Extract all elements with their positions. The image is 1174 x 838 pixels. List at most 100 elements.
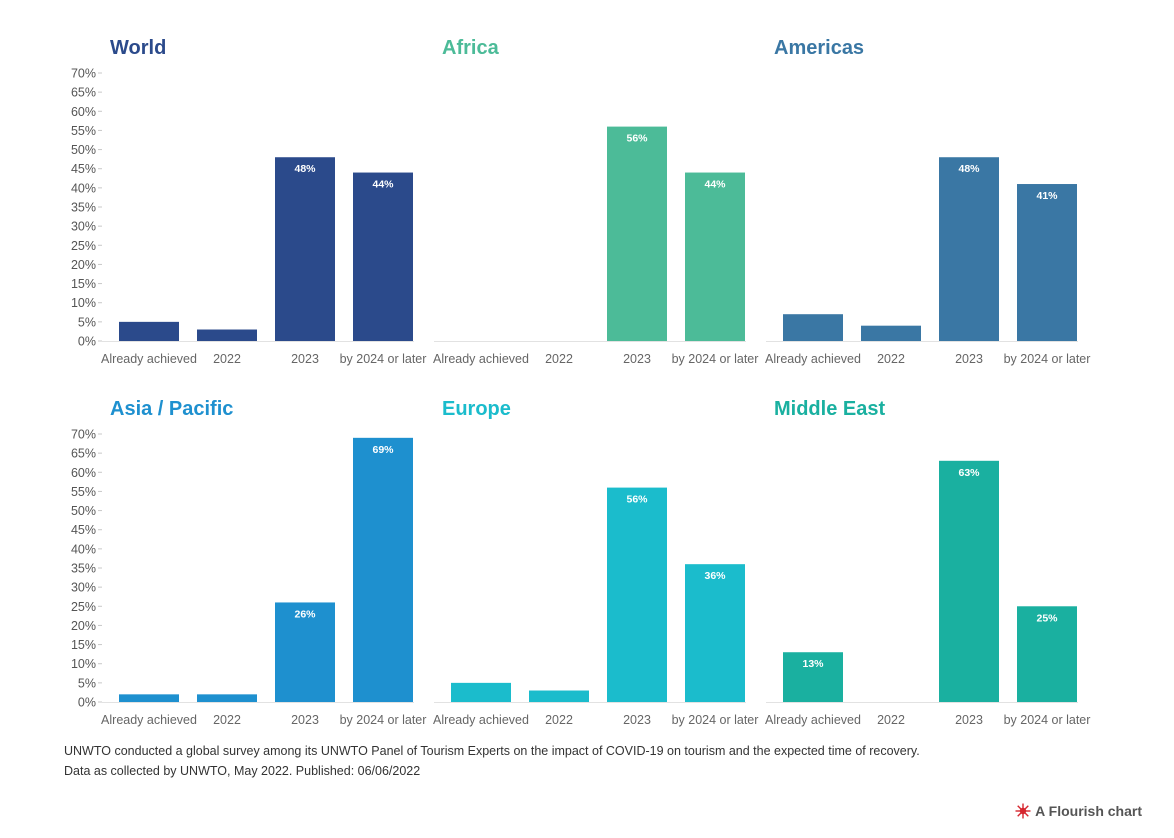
chart-panel-africa: Africa Already achieved 2022 56% 2023 44% by 2… [433, 37, 758, 366]
y-tick-label: 30% [71, 581, 96, 595]
y-tick-label: 5% [78, 676, 96, 690]
bar-2023 [607, 487, 667, 702]
chart-title: Asia / Pacific [110, 398, 233, 420]
chart-title: Middle East [774, 398, 885, 420]
x-tick-label: 2022 [545, 713, 573, 727]
y-tick-label: 20% [71, 258, 96, 272]
y-tick-label: 55% [71, 485, 96, 499]
y-tick-label: 45% [71, 162, 96, 176]
bar-2023 [607, 126, 667, 341]
data-label: 56% [626, 133, 648, 145]
flourish-credit-label: A Flourish chart [1035, 803, 1142, 819]
bar-by-2024-or-later [1017, 606, 1077, 702]
bar-by-2024-or-later [353, 437, 413, 702]
chart-title: Africa [442, 37, 500, 59]
x-tick-label: 2022 [545, 352, 573, 366]
chart-title: World [110, 37, 166, 59]
x-tick-label: Already achieved [433, 713, 529, 727]
data-label: 44% [372, 179, 394, 191]
y-tick-label: 10% [71, 296, 96, 310]
data-label: 69% [372, 444, 394, 456]
data-label: 41% [1036, 190, 1058, 202]
x-tick-label: by 2024 or later [672, 352, 759, 366]
x-tick-label: by 2024 or later [1004, 352, 1091, 366]
x-tick-label: 2023 [955, 352, 983, 366]
y-tick-label: 25% [71, 600, 96, 614]
bar-2022 [529, 690, 589, 702]
bar-2023 [275, 157, 335, 341]
y-tick-label: 35% [71, 562, 96, 576]
x-tick-label: by 2024 or later [1004, 713, 1091, 727]
x-tick-label: 2023 [955, 713, 983, 727]
y-tick-label: 15% [71, 638, 96, 652]
y-tick-label: 60% [71, 466, 96, 480]
y-tick-label: 20% [71, 619, 96, 633]
bar-2023 [275, 602, 335, 702]
data-label: 48% [958, 163, 980, 175]
y-tick-label: 25% [71, 239, 96, 253]
y-tick-label: 70% [71, 428, 96, 442]
small-multiples-chart: World 0% 5% 10% 15% 20% 25% 30% 35% 40% 45% 50% 55% 6… [71, 37, 1090, 727]
chart-title: Europe [442, 398, 511, 420]
data-label: 44% [704, 179, 726, 191]
y-tick-label: 30% [71, 220, 96, 234]
x-tick-label: Already achieved [101, 352, 197, 366]
y-tick-label: 10% [71, 657, 96, 671]
y-tick-label: 0% [78, 335, 96, 349]
y-tick-label: 0% [78, 696, 96, 710]
y-tick-label: 65% [71, 86, 96, 100]
bar-already-achieved [783, 652, 843, 702]
data-label: 56% [626, 494, 648, 506]
y-tick-label: 15% [71, 277, 96, 291]
bar-already-achieved [451, 682, 511, 702]
flourish-credit-link[interactable]: A Flourish chart [1015, 803, 1142, 819]
chart-panel-europe: Europe Already achieved 2022 56% 2023 36% by 2… [433, 398, 758, 727]
chart-panel-americas: Americas Already achieved 2022 48% 2023 41% by… [765, 37, 1090, 366]
y-tick-label: 5% [78, 315, 96, 329]
data-label: 25% [1036, 612, 1058, 624]
y-tick-label: 40% [71, 542, 96, 556]
y-tick-label: 70% [71, 67, 96, 81]
x-tick-label: 2023 [623, 713, 651, 727]
y-tick-label: 45% [71, 523, 96, 537]
chart-title: Americas [774, 37, 864, 59]
bar-by-2024-or-later [1017, 184, 1077, 341]
y-tick-label: 50% [71, 143, 96, 157]
x-tick-label: 2022 [213, 713, 241, 727]
bar-already-achieved [783, 314, 843, 341]
bar-by-2024-or-later [353, 172, 413, 341]
data-label: 63% [958, 467, 980, 479]
x-tick-label: Already achieved [765, 713, 861, 727]
bar-by-2024-or-later [685, 172, 745, 341]
data-label: 13% [802, 658, 824, 670]
chart-panel-middle-east: Middle East 13% Already achieved 2022 63% 202… [765, 398, 1090, 727]
x-tick-label: 2022 [877, 713, 905, 727]
data-label: 26% [294, 608, 316, 620]
bar-by-2024-or-later [685, 564, 745, 702]
chart-panel-asia-pacific: Asia / Pacific 0% 5% 10% 15% 20% 25% 30% 35% 40% 4… [71, 398, 426, 727]
x-tick-label: 2023 [291, 352, 319, 366]
x-tick-label: 2022 [213, 352, 241, 366]
x-tick-label: by 2024 or later [672, 713, 759, 727]
y-tick-label: 40% [71, 181, 96, 195]
x-tick-label: Already achieved [433, 352, 529, 366]
x-tick-label: by 2024 or later [340, 352, 427, 366]
bar-already-achieved [119, 321, 179, 341]
y-tick-label: 50% [71, 504, 96, 518]
bar-2022 [197, 329, 257, 341]
footnote-survey: UNWTO conducted a global survey among it… [64, 744, 920, 758]
data-label: 48% [294, 163, 316, 175]
footnote-source: Data as collected by UNWTO, May 2022. Pu… [64, 764, 421, 778]
x-tick-label: 2023 [291, 713, 319, 727]
data-label: 36% [704, 570, 726, 582]
y-tick-label: 60% [71, 105, 96, 119]
y-tick-label: 65% [71, 447, 96, 461]
x-tick-label: Already achieved [765, 352, 861, 366]
flourish-logo-icon [1015, 803, 1031, 819]
x-tick-label: 2023 [623, 352, 651, 366]
bar-2022 [861, 325, 921, 341]
y-tick-label: 55% [71, 124, 96, 138]
bar-2023 [939, 460, 999, 702]
bar-already-achieved [119, 694, 179, 702]
x-tick-label: 2022 [877, 352, 905, 366]
